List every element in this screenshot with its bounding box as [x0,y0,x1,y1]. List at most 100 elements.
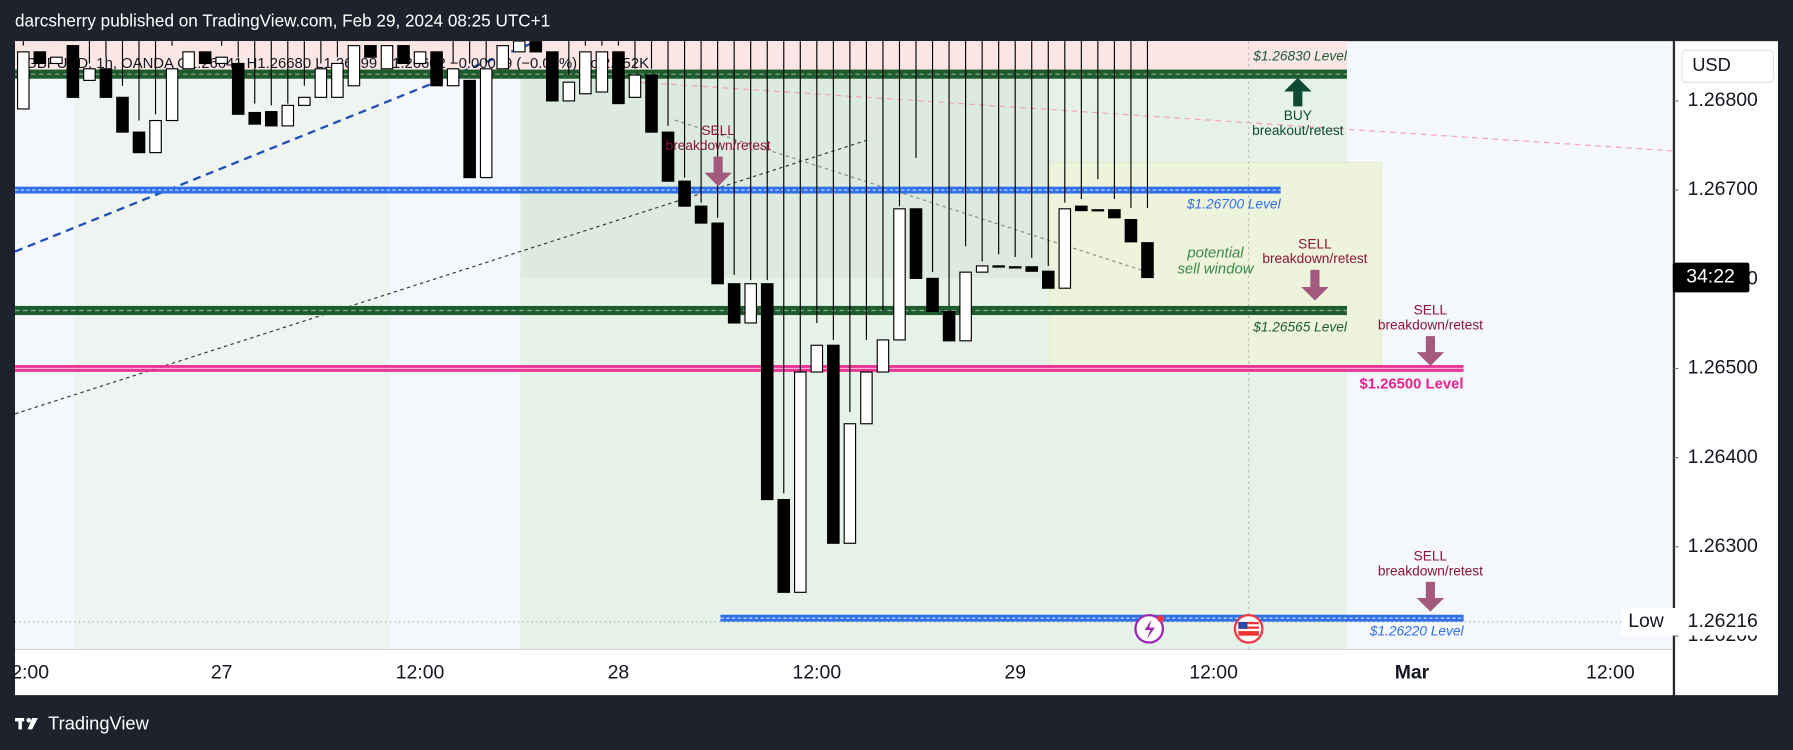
candle-body [893,208,906,341]
candle-body [1041,270,1055,289]
axis-layer: 1.268001.267001.266001.265001.264001.263… [11,89,1777,684]
candle-body [562,81,576,102]
annotation-text: breakout/retest [1252,123,1344,138]
candle-body [1141,242,1154,279]
candle-body [314,68,328,98]
candle-body [165,68,179,122]
candle-body [116,96,129,133]
candle-body [810,344,824,373]
candle-body [149,119,162,154]
flag-icon [1238,621,1248,629]
candle-body [777,498,791,593]
annotation-arrow [1416,336,1445,366]
candle-body [975,265,989,273]
x-tick-label: 12:00 [793,662,842,684]
candle-body [942,310,956,342]
event-icon [1144,619,1155,640]
candle-body [380,45,394,70]
countdown: 34:22 [1686,266,1735,288]
annotation-arrow [1301,269,1329,301]
plot-layer: $1.26830 Level $1.26700 Level $1.26565 Lev… [15,41,1483,639]
candle-body [760,283,774,501]
annotation-text: breakdown/retest [1378,317,1483,332]
x-tick-label: 27 [211,662,233,684]
candle-body [1091,209,1105,212]
footer-logo [15,717,38,730]
candle-body [1124,218,1138,243]
currency[interactable]: USD [1692,54,1731,75]
candle-body [413,51,427,65]
candle-body [99,68,113,98]
annotation-title: SELL [1414,548,1448,563]
candle-body [529,41,543,53]
x-tick-label: 12:00 [1586,662,1635,684]
currency-button[interactable] [1681,49,1774,83]
candle-body [1025,266,1039,272]
flag-icon [1238,628,1259,632]
annotation-title: SELL [701,123,735,138]
low-label: Low [1628,610,1665,632]
candle-body [463,79,476,179]
level-band [15,186,1281,194]
candle-body [264,111,278,127]
logo [18,717,22,730]
annotation-title: SELL [1298,236,1332,251]
candle-body [628,74,642,98]
x-tick-label: 12:00 [396,662,445,684]
time-axis [15,649,1673,696]
candle-body [215,56,228,65]
note: sell window [1177,262,1254,278]
candle-body [479,68,493,179]
icons [1134,613,1264,644]
x-tick-label: Mar [1395,662,1430,684]
logo [27,717,38,730]
candle-body [331,62,344,98]
y-tick-label: 1.26500 [1688,357,1758,379]
candle-body [33,51,47,65]
trend-line [640,81,1673,152]
candle-body [694,205,708,224]
candle-body [50,56,63,65]
candle-body [182,51,195,70]
candle-body [744,283,757,324]
brand: TradingView [48,713,149,734]
candle-body [231,62,245,115]
y-tick-label: 1.26700 [1688,178,1758,200]
annotation-arrow [704,156,732,187]
candle-body [83,68,96,81]
low-label-box [1621,608,1777,636]
candle-body [1108,209,1121,219]
logo [26,717,32,723]
countdown-box [1672,262,1750,293]
candle-body [794,371,807,593]
trend-line [15,138,870,415]
x-tick-label: 12:00 [1189,662,1238,684]
x-tick-label: 28 [608,662,630,684]
annotation-arrow [1416,581,1445,612]
annotation-arrow [1284,77,1312,107]
y-tick-label: 1.26800 [1688,89,1758,111]
candle-body [430,51,443,87]
zone [520,41,1050,278]
candle-body [446,68,460,87]
candle-body [248,111,262,125]
candle-body [347,45,361,87]
candle-body [397,45,410,65]
candle-body [661,131,675,182]
y-tick-label: 1.26300 [1688,535,1758,557]
annotation-title: BUY [1284,108,1312,123]
publisher: darcsherry published on TradingView.com,… [15,10,550,30]
session-zone [74,41,389,650]
candle-body [876,339,890,373]
candle-body [827,344,840,544]
candle-body [1058,208,1072,289]
candle-body [364,45,377,58]
y-tick-label: 1.26400 [1688,446,1758,468]
candle-body [298,96,311,106]
flag-icon [1238,624,1259,627]
level-label: $1.26565 Level [1252,319,1348,334]
event-icon [1157,615,1165,622]
candle-body [595,51,609,93]
candle-body [612,51,625,105]
